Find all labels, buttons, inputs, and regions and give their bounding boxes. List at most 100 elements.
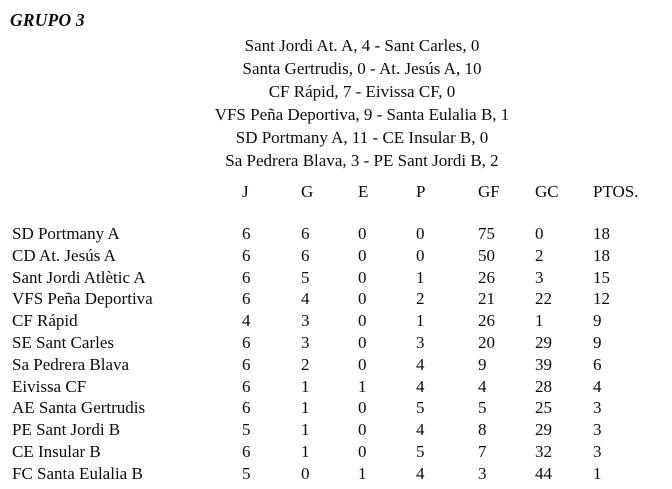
- column-header-gc: GC: [535, 182, 559, 201]
- column-header-team: [12, 181, 242, 203]
- stat-p: 5: [416, 441, 425, 461]
- stat-e: 0: [358, 441, 367, 461]
- stat-p: 0: [416, 245, 425, 265]
- stat-gf: 26: [478, 311, 495, 331]
- table-row: CD At. Jesús A 6 6 0 0 50 2 18: [0, 245, 672, 267]
- stat-gc: 0: [535, 224, 544, 243]
- stat-e: 0: [358, 398, 367, 418]
- stat-ptos: 9: [593, 311, 602, 331]
- table-row: Eivissa CF 6 1 1 4 4 28 4: [0, 376, 672, 398]
- standings-header-row: J G E P GF GC PTOS.: [0, 181, 672, 203]
- stat-gc: 39: [535, 354, 552, 374]
- stat-gf: 26: [478, 267, 495, 287]
- stat-g: 0: [301, 463, 310, 483]
- stat-e: 0: [358, 420, 367, 440]
- stat-gf: 3: [478, 463, 487, 483]
- stat-gc: 28: [535, 376, 552, 396]
- stat-gc: 3: [535, 267, 544, 287]
- match-result-line: Santa Gertrudis, 0 - At. Jesús A, 10: [242, 59, 482, 78]
- stat-g: 3: [301, 332, 310, 352]
- team-name: CD At. Jesús A: [12, 245, 116, 265]
- stat-j: 6: [242, 245, 251, 265]
- table-row: VFS Peña Deportiva 6 4 0 2 21 22 12: [0, 288, 672, 310]
- stat-ptos: 6: [593, 354, 602, 374]
- stat-gc: 22: [535, 289, 552, 309]
- stat-gc: 2: [535, 245, 544, 265]
- stat-e: 0: [358, 354, 367, 374]
- stat-e: 0: [358, 332, 367, 352]
- stat-p: 1: [416, 311, 425, 331]
- stat-gf: 4: [478, 376, 487, 396]
- stat-p: 4: [416, 354, 425, 374]
- match-result-line: Sa Pedrera Blava, 3 - PE Sant Jordi B, 2: [225, 151, 499, 170]
- team-name: AE Santa Gertrudis: [12, 398, 146, 418]
- stat-p: 4: [416, 463, 425, 483]
- stat-e: 0: [358, 311, 367, 331]
- team-name: FC Santa Eulalia B: [12, 463, 143, 483]
- stat-j: 6: [242, 332, 251, 352]
- stat-gc: 25: [535, 398, 552, 418]
- table-row: Sant Jordi Atlètic A 6 5 0 1 26 3 15: [0, 267, 672, 289]
- stat-gf: 21: [478, 289, 495, 309]
- team-name: CE Insular B: [12, 441, 101, 461]
- table-row: Sa Pedrera Blava 6 2 0 4 9 39 6: [0, 354, 672, 376]
- stat-gf: 7: [478, 441, 487, 461]
- stat-j: 6: [242, 354, 251, 374]
- stat-j: 4: [242, 311, 251, 331]
- column-header-j: J: [242, 182, 249, 201]
- page-title: GRUPO 3: [10, 10, 85, 30]
- stat-ptos: 1: [593, 463, 602, 483]
- stat-p: 3: [416, 332, 425, 352]
- stat-e: 0: [358, 245, 367, 265]
- stat-j: 6: [242, 289, 251, 309]
- stat-gf: 20: [478, 332, 495, 352]
- stat-j: 6: [242, 376, 251, 396]
- stat-p: 1: [416, 267, 425, 287]
- stat-gf: 75: [478, 224, 495, 243]
- stat-ptos: 4: [593, 376, 602, 396]
- stat-gf: 50: [478, 245, 495, 265]
- stat-p: 4: [416, 376, 425, 396]
- stat-p: 0: [416, 224, 425, 243]
- stat-gf: 9: [478, 354, 487, 374]
- stat-ptos: 9: [593, 332, 602, 352]
- match-result-line: CF Rápid, 7 - Eivissa CF, 0: [268, 82, 456, 101]
- stat-e: 1: [358, 376, 367, 396]
- match-results: Sant Jordi At. A, 4 - Sant Carles, 0 San…: [52, 34, 672, 172]
- standings-table: J G E P GF GC PTOS. SD Portmany A 6 6 0 …: [0, 181, 672, 485]
- match-result-line: Sant Jordi At. A, 4 - Sant Carles, 0: [244, 36, 480, 55]
- stat-gc: 1: [535, 311, 544, 331]
- stat-g: 1: [301, 441, 310, 461]
- team-name: Sant Jordi Atlètic A: [12, 267, 146, 287]
- stat-g: 6: [301, 245, 310, 265]
- team-name: CF Rápid: [12, 311, 78, 331]
- stat-e: 1: [358, 463, 367, 483]
- stat-p: 5: [416, 398, 425, 418]
- table-row: FC Santa Eulalia B 5 0 1 4 3 44 1: [0, 463, 672, 485]
- stat-ptos: 3: [593, 441, 602, 461]
- stat-e: 0: [358, 267, 367, 287]
- team-name: PE Sant Jordi B: [12, 420, 121, 440]
- table-row: AE Santa Gertrudis 6 1 0 5 5 25 3: [0, 397, 672, 419]
- stat-e: 0: [358, 289, 367, 309]
- team-name: SE Sant Carles: [12, 332, 114, 352]
- stat-p: 4: [416, 420, 425, 440]
- stat-ptos: 3: [593, 420, 602, 440]
- stat-ptos: 15: [593, 267, 610, 287]
- stat-j: 5: [242, 463, 251, 483]
- table-row: SD Portmany A 6 6 0 0 75 0 18: [0, 223, 672, 245]
- stat-g: 1: [301, 398, 310, 418]
- table-row: SE Sant Carles 6 3 0 3 20 29 9: [0, 332, 672, 354]
- team-name: Sa Pedrera Blava: [12, 354, 130, 374]
- stat-gc: 44: [535, 463, 552, 483]
- stat-g: 4: [301, 289, 310, 309]
- column-header-e: E: [358, 182, 369, 201]
- column-header-p: P: [416, 182, 426, 201]
- table-row: CE Insular B 6 1 0 5 7 32 3: [0, 441, 672, 463]
- stat-p: 2: [416, 289, 425, 309]
- stat-e: 0: [358, 224, 367, 243]
- stat-j: 6: [242, 267, 251, 287]
- match-result-line: SD Portmany A, 11 - CE Insular B, 0: [235, 128, 489, 147]
- stat-g: 1: [301, 376, 310, 396]
- stat-g: 3: [301, 311, 310, 331]
